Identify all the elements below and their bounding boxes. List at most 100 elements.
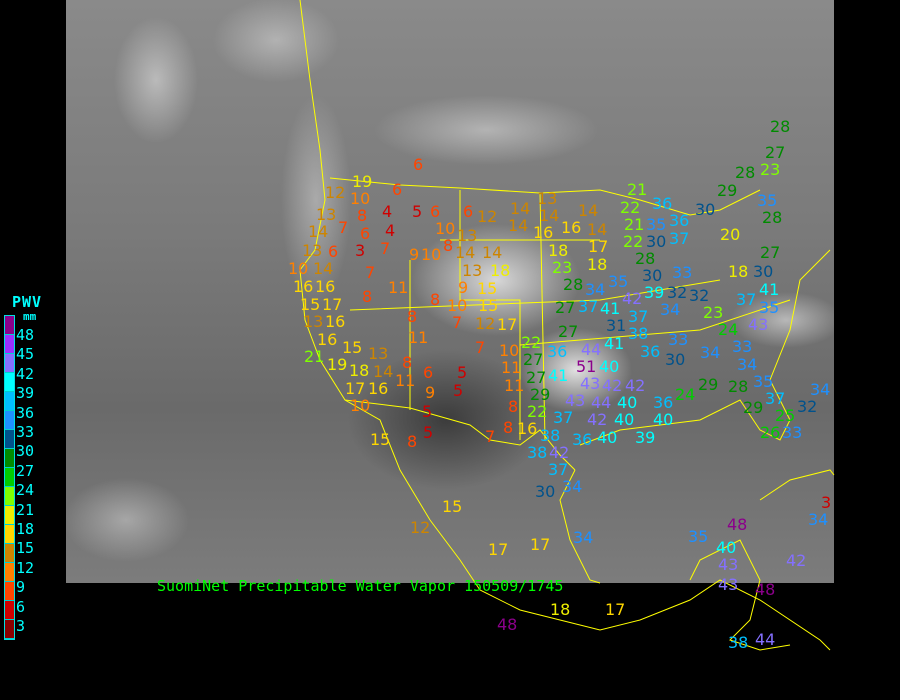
station-pwv-value: 6 xyxy=(430,202,441,221)
legend-label: 12 xyxy=(16,558,35,577)
station-pwv-value: 14 xyxy=(578,201,599,220)
legend-swatch xyxy=(5,487,14,506)
station-pwv-value: 35 xyxy=(608,272,629,291)
station-pwv-value: 15 xyxy=(300,295,321,314)
legend-label: 9 xyxy=(16,578,26,597)
station-pwv-value: 18 xyxy=(728,262,749,281)
state-line-2 xyxy=(459,190,521,440)
station-pwv-value: 15 xyxy=(342,338,363,357)
station-pwv-value: 41 xyxy=(604,334,625,353)
station-pwv-value: 3 xyxy=(355,241,366,260)
station-pwv-value: 34 xyxy=(573,528,594,547)
station-pwv-value: 11 xyxy=(395,371,416,390)
legend-label: 45 xyxy=(16,345,35,364)
station-pwv-value: 38 xyxy=(728,633,749,652)
legend-swatch xyxy=(5,506,14,525)
legend-swatch xyxy=(5,373,14,392)
legend-swatch xyxy=(5,563,14,582)
station-pwv-value: 40 xyxy=(617,393,638,412)
station-pwv-value: 36 xyxy=(640,342,661,361)
yucatan-coast xyxy=(689,539,791,651)
station-pwv-value: 7 xyxy=(365,263,376,282)
station-pwv-value: 36 xyxy=(652,194,673,213)
station-pwv-value: 40 xyxy=(716,538,737,557)
station-pwv-value: 19 xyxy=(352,172,373,191)
station-pwv-value: 8 xyxy=(503,418,514,437)
station-pwv-value: 36 xyxy=(653,393,674,412)
station-pwv-value: 16 xyxy=(517,419,538,438)
station-pwv-value: 43 xyxy=(565,391,586,410)
station-pwv-value: 8 xyxy=(402,353,413,372)
station-pwv-value: 36 xyxy=(669,211,690,230)
legend-label: 6 xyxy=(16,597,26,616)
state-line-5 xyxy=(349,279,721,311)
station-pwv-value: 5 xyxy=(453,381,464,400)
station-pwv-value: 11 xyxy=(501,358,522,377)
station-pwv-value: 15 xyxy=(442,497,463,516)
legend-swatch xyxy=(5,620,14,639)
satellite-image xyxy=(66,0,834,583)
station-pwv-value: 16 xyxy=(368,379,389,398)
station-pwv-value: 34 xyxy=(737,355,758,374)
station-pwv-value: 43 xyxy=(748,315,769,334)
station-pwv-value: 4 xyxy=(382,202,393,221)
station-pwv-value: 18 xyxy=(550,600,571,619)
station-pwv-value: 14 xyxy=(482,243,503,262)
station-pwv-value: 40 xyxy=(653,410,674,429)
station-pwv-value: 48 xyxy=(755,580,776,599)
legend-swatch xyxy=(5,468,14,487)
station-pwv-value: 10 xyxy=(421,245,442,264)
station-pwv-value: 10 xyxy=(350,189,371,208)
legend-label: 48 xyxy=(16,326,35,344)
station-pwv-value: 3 xyxy=(821,493,832,512)
station-pwv-value: 7 xyxy=(475,338,486,357)
station-pwv-value: 33 xyxy=(782,423,803,442)
station-pwv-value: 8 xyxy=(407,432,418,451)
station-pwv-value: 27 xyxy=(523,350,544,369)
station-pwv-value: 13 xyxy=(457,226,478,245)
station-pwv-value: 42 xyxy=(786,551,807,570)
station-pwv-value: 28 xyxy=(770,117,791,136)
station-pwv-value: 37 xyxy=(628,307,649,326)
station-pwv-value: 29 xyxy=(743,398,764,417)
station-pwv-value: 33 xyxy=(668,330,689,349)
station-pwv-value: 35 xyxy=(646,215,667,234)
legend-swatch xyxy=(5,525,14,544)
station-pwv-value: 8 xyxy=(407,307,418,326)
station-pwv-value: 33 xyxy=(732,337,753,356)
station-pwv-value: 14 xyxy=(373,362,394,381)
station-pwv-value: 7 xyxy=(338,218,349,237)
station-pwv-value: 16 xyxy=(293,277,314,296)
legend-swatch xyxy=(5,335,14,354)
station-pwv-value: 9 xyxy=(409,245,420,264)
station-pwv-value: 13 xyxy=(368,344,389,363)
station-pwv-value: 26 xyxy=(760,423,781,442)
station-pwv-value: 10 xyxy=(350,396,371,415)
legend-label: 36 xyxy=(16,403,35,422)
station-pwv-value: 31 xyxy=(606,316,627,335)
station-pwv-value: 23 xyxy=(703,303,724,322)
color-scale-bar xyxy=(4,315,15,640)
station-pwv-value: 24 xyxy=(718,320,739,339)
legend-swatch xyxy=(5,582,14,601)
station-pwv-value: 13 xyxy=(303,312,324,331)
station-pwv-value: 44 xyxy=(755,630,776,649)
station-pwv-value: 35 xyxy=(759,298,780,317)
station-pwv-value: 13 xyxy=(302,241,323,260)
station-pwv-value: 42 xyxy=(587,410,608,429)
station-pwv-value: 14 xyxy=(455,243,476,262)
station-pwv-value: 12 xyxy=(477,207,498,226)
station-pwv-value: 37 xyxy=(578,297,599,316)
station-pwv-value: 37 xyxy=(553,408,574,427)
station-pwv-value: 30 xyxy=(535,482,556,501)
station-pwv-value: 11 xyxy=(388,278,409,297)
station-pwv-value: 8 xyxy=(357,206,368,225)
state-line-3 xyxy=(539,192,546,441)
station-pwv-value: 19 xyxy=(327,355,348,374)
legend-swatch xyxy=(5,392,14,411)
legend-title: PWV xyxy=(12,293,43,311)
station-pwv-value: 21 xyxy=(304,347,325,366)
station-pwv-value: 38 xyxy=(527,443,548,462)
legend-label: 21 xyxy=(16,500,35,519)
station-pwv-value: 10 xyxy=(499,341,520,360)
